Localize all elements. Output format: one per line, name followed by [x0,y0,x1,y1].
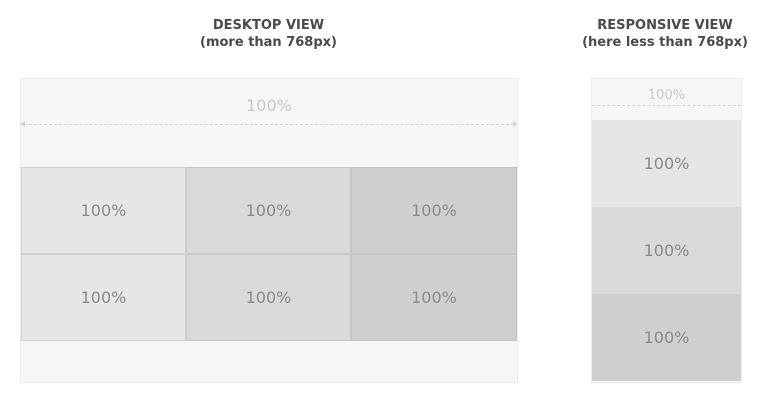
responsive-stack: 100% 100% 100% [592,120,741,381]
responsive-view-heading: RESPONSIVE VIEW (here less than 768px) [575,17,755,51]
desktop-cell-r2-c1: 100% [21,254,186,341]
responsive-cell-2: 100% [592,207,741,294]
desktop-cell-r1-c2: 100% [186,167,351,254]
responsive-cell-1: 100% [592,120,741,207]
arrow-left-icon [20,121,25,127]
responsive-view-title: RESPONSIVE VIEW [597,18,733,33]
arrow-right-icon [513,121,518,127]
desktop-cell-r2-c3: 100% [351,254,517,341]
desktop-cell-r1-c1: 100% [21,167,186,254]
responsive-width-dimension-line [592,105,741,106]
responsive-cell-3: 100% [592,294,741,381]
desktop-width-dimension-line [24,124,514,125]
desktop-view-subtitle: (more than 768px) [200,35,337,50]
desktop-cell-r2-c2: 100% [186,254,351,341]
desktop-view-heading: DESKTOP VIEW (more than 768px) [20,17,517,51]
desktop-width-label: 100% [246,96,292,115]
responsive-view-subtitle: (here less than 768px) [582,35,748,50]
desktop-grid: 100% 100% 100% 100% 100% 100% [21,167,517,341]
responsive-width-label: 100% [647,88,686,103]
desktop-cell-r1-c3: 100% [351,167,517,254]
desktop-view-title: DESKTOP VIEW [212,18,325,33]
